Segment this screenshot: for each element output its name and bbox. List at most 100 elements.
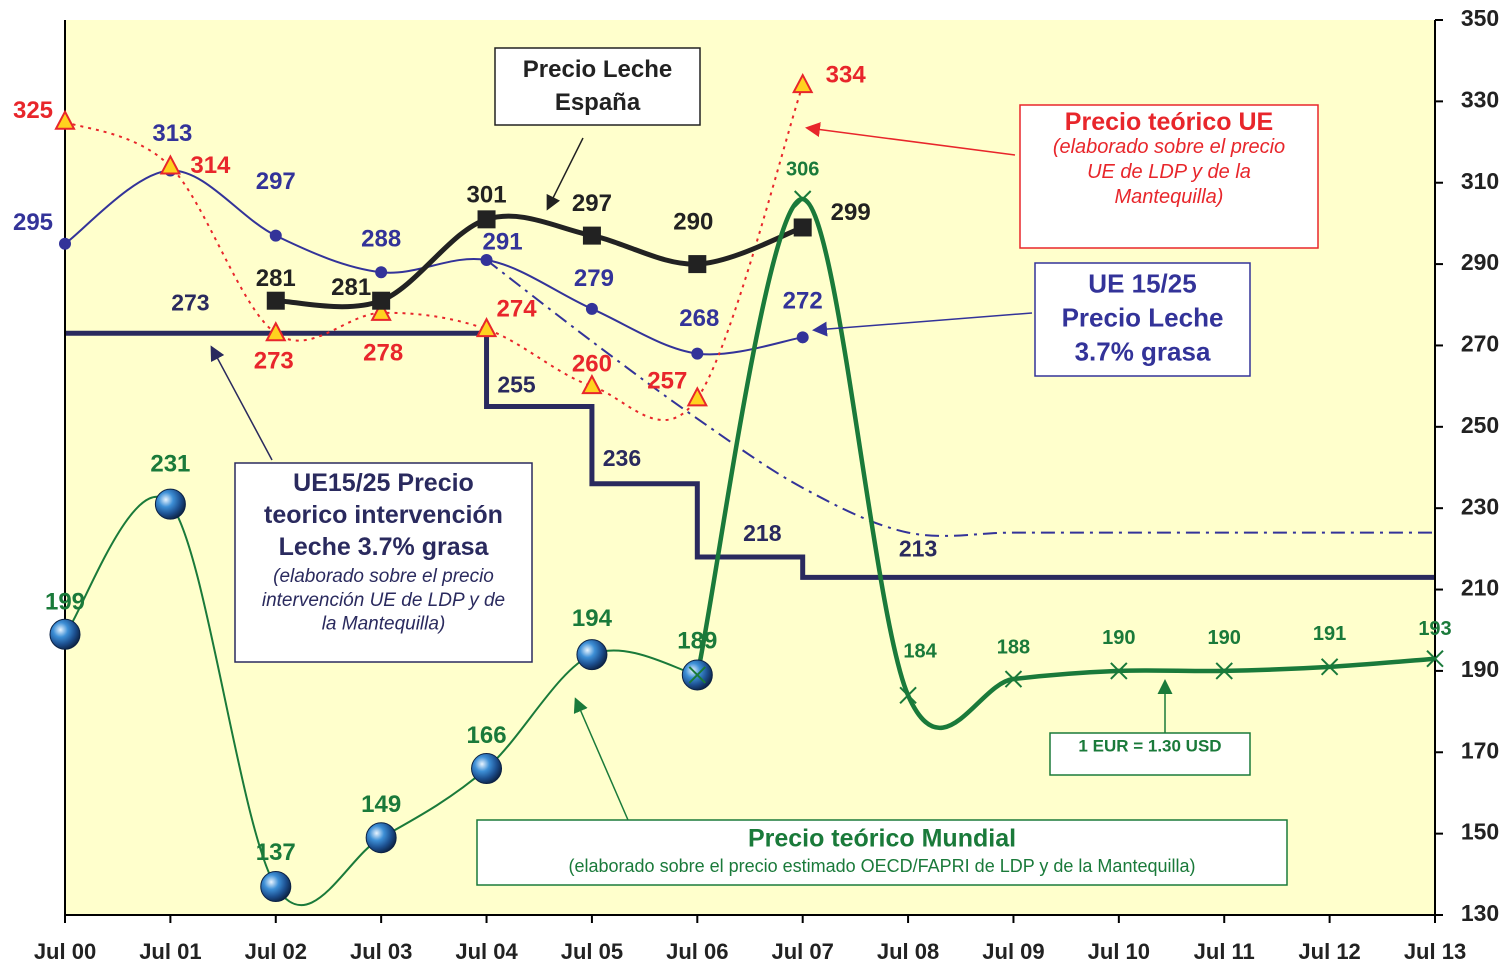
data-label: 236 bbox=[603, 445, 641, 471]
point bbox=[266, 291, 285, 310]
data-label: 299 bbox=[831, 199, 871, 226]
data-label: 274 bbox=[497, 296, 538, 323]
x-tick-label: Jul 11 bbox=[1194, 939, 1255, 964]
x-tick-label: Jul 06 bbox=[666, 939, 728, 964]
series-line bbox=[275, 213, 804, 310]
point bbox=[154, 488, 186, 520]
x-tick-label: Jul 04 bbox=[455, 939, 518, 964]
data-label: 325 bbox=[13, 97, 53, 124]
point bbox=[1004, 670, 1023, 688]
y-tick-label: 330 bbox=[1461, 86, 1499, 112]
x-tick-label: Jul 07 bbox=[772, 939, 834, 964]
data-label: 281 bbox=[331, 274, 371, 301]
point bbox=[1426, 649, 1444, 668]
data-label: 199 bbox=[45, 589, 85, 616]
point bbox=[793, 190, 812, 208]
point bbox=[688, 255, 707, 274]
point bbox=[59, 237, 71, 250]
data-label: 334 bbox=[826, 61, 867, 88]
x-tick-label: Jul 13 bbox=[1404, 939, 1466, 964]
data-label: 295 bbox=[13, 209, 53, 236]
y-tick-label: 270 bbox=[1461, 331, 1499, 357]
step-line bbox=[65, 330, 1435, 580]
point bbox=[159, 154, 182, 175]
arrow bbox=[573, 697, 629, 821]
data-label: 137 bbox=[256, 839, 296, 866]
data-label: 255 bbox=[497, 372, 536, 398]
annotation-note: (elaborado sobre el precio bbox=[1053, 136, 1285, 158]
point bbox=[54, 109, 76, 130]
annotation-note: (elaborado sobre el precio bbox=[273, 566, 494, 587]
annotation-title: UE 15/25 bbox=[1088, 268, 1196, 298]
annotation-title: Precio teórico UE bbox=[1065, 108, 1273, 136]
annotation-title: Precio Leche bbox=[1062, 302, 1224, 332]
point bbox=[365, 822, 397, 854]
data-label: 291 bbox=[483, 228, 523, 255]
point bbox=[793, 218, 812, 237]
annotation-box bbox=[234, 462, 533, 663]
point bbox=[477, 210, 496, 229]
data-label: 193 bbox=[1418, 618, 1451, 640]
annotation-note: Mantequilla) bbox=[1115, 186, 1224, 208]
data-label: 290 bbox=[673, 208, 713, 235]
y-tick-label: 130 bbox=[1461, 900, 1499, 926]
data-label: 273 bbox=[171, 289, 209, 315]
data-label: 281 bbox=[256, 265, 296, 292]
data-label: 166 bbox=[467, 722, 507, 749]
point bbox=[688, 666, 707, 684]
arrow bbox=[546, 137, 584, 211]
y-tick-label: 190 bbox=[1461, 656, 1499, 682]
data-label: 257 bbox=[647, 368, 687, 395]
point bbox=[1215, 662, 1233, 680]
x-tick-label: Jul 00 bbox=[34, 939, 96, 964]
annotation-box bbox=[494, 47, 701, 126]
annotation-box bbox=[1034, 262, 1251, 377]
y-tick-label: 210 bbox=[1461, 575, 1499, 601]
point bbox=[576, 639, 608, 671]
series-line bbox=[695, 196, 1436, 730]
annotation-title: 1 EUR = 1.30 USD bbox=[1078, 736, 1221, 755]
y-tick-label: 170 bbox=[1461, 737, 1499, 763]
data-label: 297 bbox=[256, 168, 296, 195]
data-label: 149 bbox=[361, 791, 401, 818]
annotation-note: (elaborado sobre el precio estimado OECD… bbox=[569, 856, 1196, 876]
point bbox=[796, 331, 809, 344]
data-label: 306 bbox=[786, 158, 819, 180]
series-line bbox=[485, 259, 1435, 537]
data-label: 297 bbox=[572, 190, 612, 217]
x-tick-label: Jul 03 bbox=[350, 939, 412, 964]
data-label: 191 bbox=[1313, 623, 1346, 645]
point bbox=[792, 72, 814, 94]
data-label: 279 bbox=[574, 265, 614, 292]
data-label: 184 bbox=[903, 641, 937, 663]
y-tick-label: 230 bbox=[1461, 493, 1499, 519]
arrow bbox=[812, 312, 1033, 337]
x-tick-label: Jul 09 bbox=[982, 939, 1044, 964]
data-label: 190 bbox=[1208, 627, 1241, 649]
data-label: 231 bbox=[150, 450, 190, 477]
point bbox=[480, 254, 493, 267]
point bbox=[471, 753, 503, 785]
point bbox=[475, 317, 498, 338]
point bbox=[585, 302, 598, 315]
point bbox=[269, 229, 282, 242]
y-tick-label: 150 bbox=[1461, 819, 1499, 845]
point bbox=[49, 618, 81, 650]
point bbox=[372, 291, 391, 310]
y-tick-label: 350 bbox=[1461, 5, 1499, 31]
annotation-note: intervención UE de LDP y de bbox=[262, 590, 505, 611]
x-tick-label: Jul 05 bbox=[561, 939, 623, 964]
annotation-box bbox=[476, 819, 1288, 886]
annotation-box bbox=[1019, 104, 1319, 249]
point bbox=[581, 373, 603, 395]
point bbox=[582, 226, 601, 245]
x-tick-label: Jul 12 bbox=[1298, 939, 1360, 964]
annotation-box bbox=[1049, 732, 1251, 776]
data-label: 213 bbox=[899, 535, 937, 561]
point bbox=[1320, 658, 1339, 676]
point bbox=[370, 300, 392, 321]
annotation-note: la Mantequilla) bbox=[322, 614, 446, 635]
annotation-title: Leche 3.7% grasa bbox=[279, 533, 490, 561]
annotation-title: 3.7% grasa bbox=[1075, 336, 1211, 366]
annotation-title: Precio teórico Mundial bbox=[748, 825, 1016, 853]
